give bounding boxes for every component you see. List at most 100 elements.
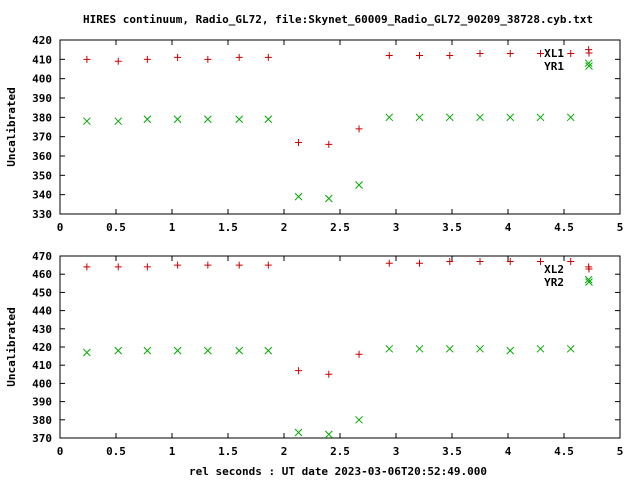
x-tick-label: 4 [505, 221, 512, 234]
data-point [114, 263, 122, 271]
y-tick-label: 420 [32, 34, 52, 47]
y-tick-label: 390 [32, 396, 52, 409]
panel-2: 0 0.5 1 1.5 2 2.5 3 3.5 4 4.5 5 370 380 390 400 410 420 4… [5, 250, 623, 458]
x-tick-label: 4.5 [554, 445, 574, 458]
data-point [445, 113, 454, 122]
y-tick-label: 430 [32, 323, 52, 336]
y-tick-label: 460 [32, 268, 52, 281]
legend-label: YR1 [544, 60, 564, 73]
x-tick-label: 3.5 [442, 221, 462, 234]
data-point [416, 51, 424, 59]
data-point [295, 138, 303, 146]
data-point [446, 257, 454, 265]
data-point [264, 261, 272, 269]
data-point [536, 257, 544, 265]
y-tick-label: 440 [32, 305, 52, 318]
data-point [204, 55, 212, 63]
data-point [114, 57, 122, 65]
legend-marker [585, 265, 593, 273]
data-point [264, 53, 272, 61]
y-tick-label: 380 [32, 111, 52, 124]
data-point [355, 350, 363, 358]
data-point [476, 344, 484, 353]
data-point [536, 344, 545, 353]
data-point [173, 346, 182, 355]
x-tick-label: 4 [505, 445, 512, 458]
legend-label: YR2 [544, 276, 564, 289]
data-point [295, 367, 303, 375]
x-tick-label: 5 [617, 221, 624, 234]
y-tick-label: 380 [32, 414, 52, 427]
data-point [204, 261, 212, 269]
y-tick-label: 360 [32, 150, 52, 163]
data-point [415, 344, 424, 353]
plot-frame [59, 39, 621, 215]
data-point [506, 113, 515, 122]
data-point [567, 257, 575, 265]
x-tick-label: 0.5 [106, 445, 126, 458]
data-point [416, 259, 424, 267]
legend-label: XL1 [544, 47, 564, 60]
y-tick-label: 370 [32, 432, 52, 445]
y-tick-label: 400 [32, 377, 52, 390]
data-point [536, 50, 544, 58]
legend-label: XL2 [544, 263, 564, 276]
data-point [325, 370, 333, 378]
data-point [476, 50, 484, 58]
x-tick-label: 2 [281, 221, 288, 234]
y-tick-label: 400 [32, 73, 52, 86]
legend-marker [585, 62, 593, 70]
y-axis-label: Uncalibrated [5, 87, 18, 166]
data-point [83, 55, 91, 63]
data-point [143, 55, 151, 63]
data-point [446, 51, 454, 59]
data-point [355, 125, 363, 133]
data-point [355, 415, 363, 424]
data-point [584, 59, 593, 68]
x-tick-label: 1 [169, 445, 176, 458]
x-tick-label: 1 [169, 221, 176, 234]
data-point [584, 275, 593, 284]
data-point [143, 263, 151, 271]
y-tick-label: 390 [32, 92, 52, 105]
y-tick-label: 410 [32, 359, 52, 372]
plot-frame [59, 255, 621, 439]
y-tick-label: 420 [32, 341, 52, 354]
x-tick-label: 3.5 [442, 445, 462, 458]
x-tick-label: 3 [393, 445, 400, 458]
data-point [385, 51, 393, 59]
data-point [114, 117, 123, 126]
x-tick-label: 2.5 [330, 445, 350, 458]
data-point [264, 115, 273, 124]
data-point [415, 113, 424, 122]
y-tick-label: 340 [32, 189, 52, 202]
y-axis-label: Uncalibrated [5, 307, 18, 386]
data-point [143, 115, 152, 124]
x-tick-label: 3 [393, 221, 400, 234]
data-point [235, 53, 243, 61]
data-point [506, 257, 514, 265]
data-point [385, 113, 394, 122]
data-point [476, 257, 484, 265]
data-point [83, 263, 91, 271]
y-tick-label: 470 [32, 250, 52, 263]
data-point [325, 140, 333, 148]
data-point [294, 192, 303, 201]
data-point [385, 344, 394, 353]
data-point [235, 346, 244, 355]
data-point [114, 346, 123, 355]
x-tick-label: 5 [617, 445, 624, 458]
data-point [294, 428, 303, 437]
data-point [174, 53, 182, 61]
x-axis-label: rel seconds : UT date 2023-03-06T20:52:4… [189, 465, 487, 478]
data-point [235, 261, 243, 269]
data-point [203, 115, 212, 124]
x-tick-label: 2 [281, 445, 288, 458]
data-point [143, 346, 152, 355]
y-tick-label: 410 [32, 53, 52, 66]
data-point [174, 261, 182, 269]
chart-title: HIRES continuum, Radio_GL72, file:Skynet… [83, 13, 593, 26]
data-point [506, 50, 514, 58]
data-point [203, 346, 212, 355]
y-tick-label: 330 [32, 208, 52, 221]
